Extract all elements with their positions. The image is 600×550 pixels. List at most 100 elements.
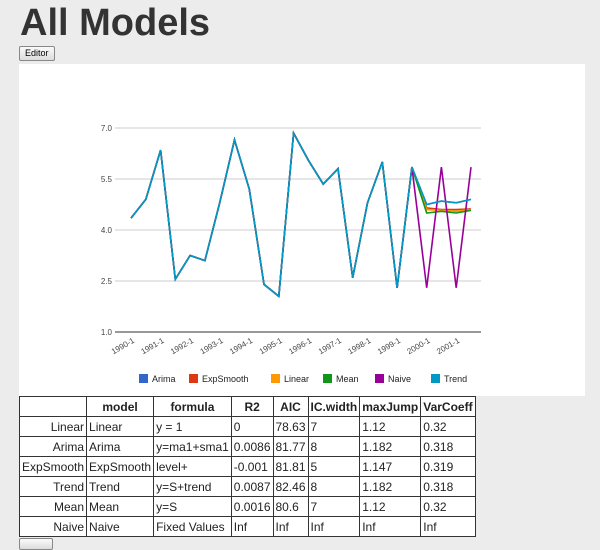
- row-name-cell: Arima: [18, 436, 88, 457]
- row-name-cell: Linear: [18, 416, 88, 437]
- x-tick-label: 1996-1: [287, 336, 314, 357]
- table-cell: 7: [307, 496, 361, 517]
- table-cell: 78.63: [272, 416, 309, 437]
- x-tick-label: 2001-1: [435, 336, 462, 357]
- x-tick-label: 1990-1: [110, 336, 137, 357]
- table-cell: 7: [307, 416, 361, 437]
- x-tick-label: 1993-1: [199, 336, 226, 357]
- series-line-expsmooth: [130, 130, 472, 298]
- table-cell: Inf: [307, 516, 361, 537]
- partial-button[interactable]: [19, 538, 53, 550]
- table-cell: 8: [307, 436, 361, 457]
- table-cell: 0.319: [420, 456, 476, 477]
- column-header-formula: formula: [153, 396, 232, 417]
- chart-panel: 7.0 5.5 4.0 2.5 1.0 1990-1 1991-1 1992-1 1993-1 1…: [19, 64, 585, 396]
- table-row: Arima Arima y=ma1+sma1 0.0086 81.77 8 1.182 0.3…: [18, 436, 476, 457]
- table-cell: Inf: [420, 516, 476, 537]
- x-tick-label: 1995-1: [258, 336, 285, 357]
- table-cell: 0.318: [420, 476, 476, 497]
- column-header-maxjump: maxJump: [359, 396, 422, 417]
- series-line-linear: [130, 130, 472, 298]
- table-cell: 0.0016: [230, 496, 274, 517]
- legend-swatch-trend: [431, 374, 440, 383]
- column-header-aic: AIC: [272, 396, 309, 417]
- row-name-header: [18, 396, 88, 417]
- column-header-ic-width: IC.width: [307, 396, 361, 417]
- page-title: All Models: [20, 2, 211, 44]
- series-line-mean: [130, 130, 472, 298]
- table-cell: Linear: [86, 416, 155, 437]
- table-cell: 0.32: [420, 416, 476, 437]
- table-cell: 1.182: [359, 436, 422, 457]
- row-name-cell: Trend: [18, 476, 88, 497]
- editor-button[interactable]: Editor: [19, 46, 55, 61]
- table-cell: 0: [230, 416, 274, 437]
- table-cell: 0.32: [420, 496, 476, 517]
- table-cell: Naive: [86, 516, 155, 537]
- table-cell: 0.318: [420, 436, 476, 457]
- row-name-cell: Naive: [18, 516, 88, 537]
- table-body: Linear Linear y = 1 0 78.63 7 1.12 0.32 Arima Ari…: [18, 416, 476, 537]
- x-tick-label: 1992-1: [169, 336, 196, 357]
- legend-label-trend: Trend: [444, 374, 467, 384]
- table-cell: 81.81: [272, 456, 309, 477]
- legend-label-naive: Naive: [388, 374, 411, 384]
- column-header-r2: R2: [230, 396, 274, 417]
- table-row: ExpSmooth ExpSmooth level+ -0.001 81.81 5 1.14…: [18, 456, 476, 477]
- legend-swatch-linear: [271, 374, 280, 383]
- x-tick-label: 1991-1: [139, 336, 166, 357]
- results-table: model formula R2 AIC IC.width maxJump VarCoeff…: [18, 396, 476, 537]
- table-cell: 8: [307, 476, 361, 497]
- table-row: Naive Naive Fixed Values Inf Inf Inf Inf Inf: [18, 516, 476, 537]
- column-header-model: model: [86, 396, 155, 417]
- series-line-trend: [130, 130, 472, 298]
- x-tick-label: 2000-1: [406, 336, 433, 357]
- table-cell: Fixed Values: [153, 516, 232, 537]
- table-cell: Trend: [86, 476, 155, 497]
- legend-label-arima: Arima: [152, 374, 176, 384]
- y-tick-label: 1.0: [101, 328, 113, 337]
- x-tick-label: 1994-1: [228, 336, 255, 357]
- legend-swatch-expsmooth: [189, 374, 198, 383]
- table-cell: 81.77: [272, 436, 309, 457]
- table-cell: 1.12: [359, 416, 422, 437]
- x-tick-label: 1998-1: [346, 336, 373, 357]
- table-cell: 0.0087: [230, 476, 274, 497]
- row-name-cell: Mean: [18, 496, 88, 517]
- table-cell: Inf: [359, 516, 422, 537]
- series-line-arima: [130, 130, 472, 298]
- column-header-varcoeff: VarCoeff: [420, 396, 476, 417]
- table-cell: 82.46: [272, 476, 309, 497]
- table-cell: 5: [307, 456, 361, 477]
- y-tick-label: 2.5: [101, 277, 113, 286]
- table-cell: ExpSmooth: [86, 456, 155, 477]
- table-cell: 1.12: [359, 496, 422, 517]
- legend-swatch-arima: [139, 374, 148, 383]
- table-row: Linear Linear y = 1 0 78.63 7 1.12 0.32: [18, 416, 476, 437]
- table-cell: y = 1: [153, 416, 232, 437]
- y-tick-label: 5.5: [101, 175, 113, 184]
- table-cell: 1.182: [359, 476, 422, 497]
- table-cell: level+: [153, 456, 232, 477]
- legend-swatch-naive: [375, 374, 384, 383]
- table-cell: Inf: [272, 516, 309, 537]
- table-header-row: model formula R2 AIC IC.width maxJump VarCoeff: [18, 396, 476, 417]
- x-tick-label: 1999-1: [376, 336, 403, 357]
- legend-swatch-mean: [323, 374, 332, 383]
- table-cell: -0.001: [230, 456, 274, 477]
- series-line-naive: [130, 130, 472, 298]
- row-name-cell: ExpSmooth: [18, 456, 88, 477]
- table-row: Mean Mean y=S 0.0016 80.6 7 1.12 0.32: [18, 496, 476, 517]
- table-row: Trend Trend y=S+trend 0.0087 82.46 8 1.182 0.31…: [18, 476, 476, 497]
- table-cell: Inf: [230, 516, 274, 537]
- y-tick-label: 7.0: [101, 124, 113, 133]
- table-cell: y=S: [153, 496, 232, 517]
- table-cell: 80.6: [272, 496, 309, 517]
- legend-label-linear: Linear: [284, 374, 309, 384]
- x-tick-label: 1997-1: [317, 336, 344, 357]
- table-cell: 0.0086: [230, 436, 274, 457]
- y-tick-label: 4.0: [101, 226, 113, 235]
- legend-label-expsmooth: ExpSmooth: [202, 374, 249, 384]
- table-cell: 1.147: [359, 456, 422, 477]
